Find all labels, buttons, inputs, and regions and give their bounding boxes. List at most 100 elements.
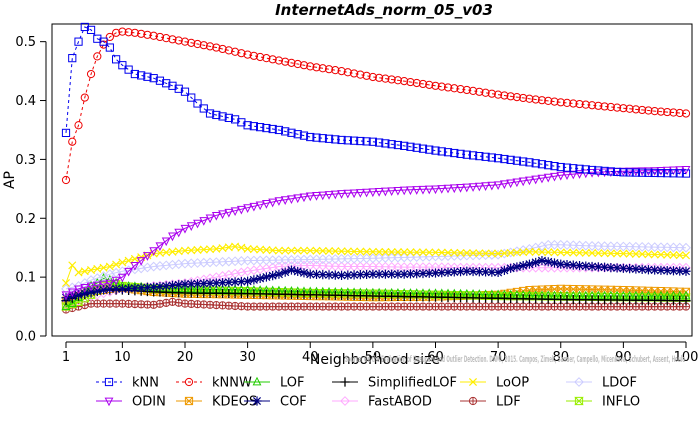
data-point-cof [599, 262, 610, 272]
data-point-knnw [218, 44, 227, 54]
data-point-cof [280, 267, 290, 277]
data-point-knnw [475, 87, 484, 96]
data-point-knn [256, 123, 265, 132]
data-point-fastabod [317, 260, 328, 271]
data-point-loop [469, 249, 478, 258]
legend-item-fastabod: FastABOD [332, 395, 432, 410]
data-point-knnw [575, 99, 584, 109]
y-tick-label: 0.0 [15, 330, 36, 345]
data-point-odin [656, 166, 666, 176]
series-knnw [61, 27, 691, 185]
data-point-cof [387, 269, 397, 279]
data-point-knnw [212, 43, 221, 52]
data-point-odin [669, 166, 678, 176]
x-tick-label: 60 [427, 350, 444, 365]
data-point-knnw [224, 46, 233, 55]
data-point-cof [474, 267, 484, 277]
data-point-loop [105, 262, 114, 271]
data-point-cof [681, 266, 691, 276]
data-point-cof [311, 269, 322, 280]
data-point-odin [318, 191, 328, 201]
data-point-loop [418, 248, 427, 257]
data-point-odin [355, 189, 365, 198]
data-point-knnw [638, 105, 647, 115]
data-point-loop [506, 248, 515, 257]
data-point-odin [330, 190, 340, 200]
data-point-loop [206, 245, 215, 254]
series-line-knn [65, 26, 687, 174]
data-point-cof [593, 262, 603, 272]
legend-marker-fastabod [340, 396, 350, 406]
data-point-lof [67, 298, 77, 308]
data-point-loop [487, 249, 496, 258]
legend-marker-kdeos [184, 396, 194, 406]
data-point-cof [155, 281, 165, 292]
data-point-odin [537, 174, 547, 184]
data-point-knn [149, 74, 158, 83]
data-point-knnw [174, 36, 183, 45]
data-point-knnw [650, 107, 659, 116]
data-point-knn [281, 127, 290, 136]
data-point-knn [306, 132, 315, 142]
data-point-knn [187, 93, 196, 102]
data-point-ldof [562, 240, 572, 250]
series-line-loop [65, 245, 687, 284]
data-point-cof [618, 263, 628, 273]
legend-label: ODIN [132, 395, 166, 410]
data-point-odin [512, 178, 522, 188]
data-point-lof [61, 301, 71, 310]
series-simplifiedlof [61, 285, 691, 306]
data-point-knn [562, 163, 572, 172]
data-point-knn [650, 168, 659, 178]
data-point-knn [406, 142, 415, 151]
data-point-cof [524, 259, 535, 269]
data-point-loop [356, 247, 365, 256]
data-point-knn [556, 162, 565, 172]
x-tick-label: 80 [552, 350, 569, 365]
data-point-odin [337, 190, 346, 199]
data-point-odin [518, 177, 528, 187]
x-tick-label: 100 [674, 350, 698, 365]
data-point-knnw [149, 31, 158, 40]
data-point-loop [274, 246, 283, 255]
data-point-cof [98, 285, 109, 295]
data-point-loop [249, 245, 258, 254]
data-point-knnw [481, 88, 490, 97]
data-point-knn [168, 81, 177, 90]
data-point-odin [506, 179, 516, 189]
data-point-cof [318, 270, 328, 280]
data-point-loop [681, 251, 691, 260]
data-point-knn [130, 69, 139, 79]
data-point-knn [61, 128, 71, 138]
data-point-knnw [243, 50, 252, 59]
legend-marker-cof [252, 396, 262, 406]
data-point-loop [669, 250, 678, 260]
data-point-knnw [537, 96, 547, 105]
data-point-knnw [606, 102, 615, 112]
data-point-knn [80, 22, 89, 32]
data-point-odin [499, 180, 509, 190]
data-point-knnw [550, 97, 559, 106]
data-point-knn [437, 147, 446, 156]
data-point-knn [262, 123, 271, 133]
data-point-knnw [256, 52, 265, 62]
data-point-cof [224, 277, 234, 287]
data-point-knn [343, 136, 352, 145]
data-point-ldof [568, 240, 579, 251]
data-point-cof [205, 278, 215, 288]
data-point-knnw [544, 96, 553, 105]
data-point-loop [243, 244, 252, 253]
data-point-odin [431, 185, 440, 195]
data-point-loop [631, 249, 640, 258]
data-point-knn [450, 148, 459, 158]
data-point-loop [525, 247, 534, 256]
data-point-cof [186, 279, 196, 289]
data-point-knnw [412, 78, 421, 88]
data-point-loop [393, 248, 402, 257]
data-point-cof [86, 287, 96, 297]
data-point-odin [374, 188, 384, 197]
data-point-ldof [643, 242, 654, 252]
data-point-knn [105, 43, 114, 52]
data-point-odin [406, 186, 415, 196]
